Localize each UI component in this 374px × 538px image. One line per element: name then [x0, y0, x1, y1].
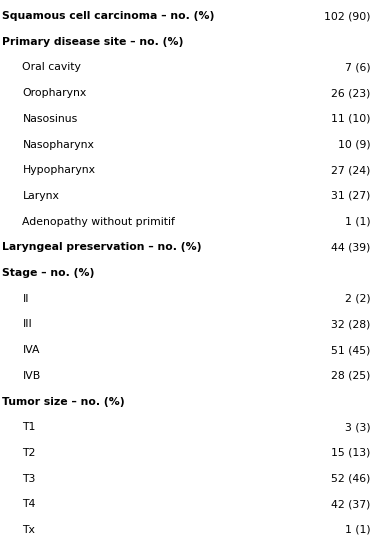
Text: 10 (9): 10 (9) — [338, 139, 370, 150]
Text: Adenopathy without primitif: Adenopathy without primitif — [22, 217, 175, 226]
Text: 32 (28): 32 (28) — [331, 320, 370, 329]
Text: Laryngeal preservation – no. (%): Laryngeal preservation – no. (%) — [2, 242, 201, 252]
Text: 11 (10): 11 (10) — [331, 114, 370, 124]
Text: Oral cavity: Oral cavity — [22, 62, 81, 73]
Text: Tumor size – no. (%): Tumor size – no. (%) — [2, 397, 125, 407]
Text: 1 (1): 1 (1) — [344, 525, 370, 535]
Text: IVA: IVA — [22, 345, 40, 355]
Text: T3: T3 — [22, 473, 36, 484]
Text: 52 (46): 52 (46) — [331, 473, 370, 484]
Text: Nasosinus: Nasosinus — [22, 114, 78, 124]
Text: 28 (25): 28 (25) — [331, 371, 370, 381]
Text: III: III — [22, 320, 32, 329]
Text: 31 (27): 31 (27) — [331, 191, 370, 201]
Text: 27 (24): 27 (24) — [331, 165, 370, 175]
Text: Oropharynx: Oropharynx — [22, 88, 87, 98]
Text: Hypopharynx: Hypopharynx — [22, 165, 95, 175]
Text: Larynx: Larynx — [22, 191, 59, 201]
Text: Primary disease site – no. (%): Primary disease site – no. (%) — [2, 37, 183, 47]
Text: 102 (90): 102 (90) — [324, 11, 370, 21]
Text: 3 (3): 3 (3) — [344, 422, 370, 432]
Text: 42 (37): 42 (37) — [331, 499, 370, 509]
Text: 7 (6): 7 (6) — [344, 62, 370, 73]
Text: Tx: Tx — [22, 525, 35, 535]
Text: Stage – no. (%): Stage – no. (%) — [2, 268, 94, 278]
Text: Squamous cell carcinoma – no. (%): Squamous cell carcinoma – no. (%) — [2, 11, 214, 21]
Text: T1: T1 — [22, 422, 36, 432]
Text: II: II — [22, 294, 29, 304]
Text: T4: T4 — [22, 499, 36, 509]
Text: 44 (39): 44 (39) — [331, 242, 370, 252]
Text: T2: T2 — [22, 448, 36, 458]
Text: 51 (45): 51 (45) — [331, 345, 370, 355]
Text: IVB: IVB — [22, 371, 41, 381]
Text: 2 (2): 2 (2) — [344, 294, 370, 304]
Text: Nasopharynx: Nasopharynx — [22, 139, 94, 150]
Text: 1 (1): 1 (1) — [344, 217, 370, 226]
Text: 26 (23): 26 (23) — [331, 88, 370, 98]
Text: 15 (13): 15 (13) — [331, 448, 370, 458]
